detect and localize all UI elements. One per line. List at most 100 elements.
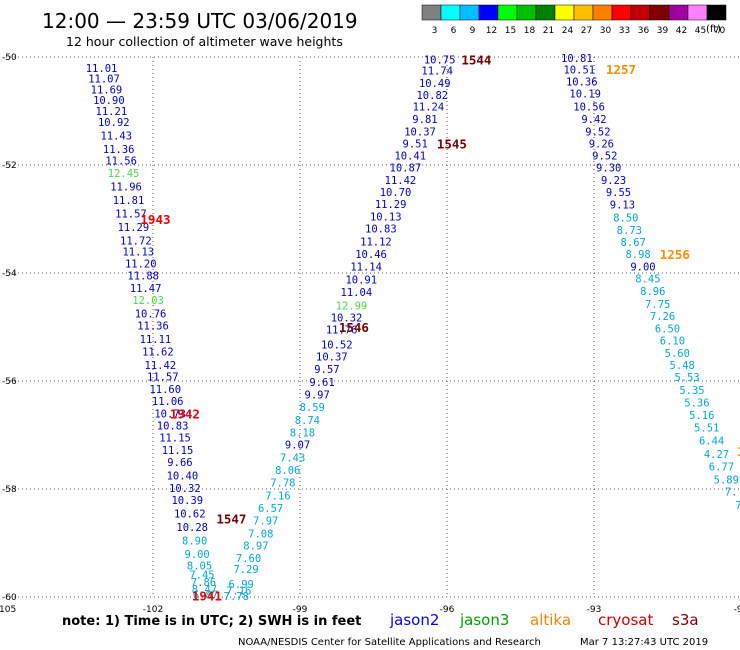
wave-height-value: 10.76 [135, 309, 167, 321]
colorbar-swatch [573, 4, 594, 21]
colorbar-tick-label: 45 [695, 26, 706, 36]
wave-height-value: 5.89 [714, 474, 739, 486]
wave-height-value: 11.29 [118, 222, 150, 234]
wave-height-value: 9.07 [285, 440, 310, 452]
wave-height-value: 8.74 [295, 415, 320, 427]
wave-height-value: 6.77 [709, 461, 734, 473]
wave-height-value: 11.24 [413, 102, 445, 114]
satellite-legend-item: jason3 [459, 611, 509, 629]
wave-height-value: 11.47 [130, 283, 162, 295]
pass-time-label: 1547 [216, 512, 246, 527]
wave-height-value: 9.55 [606, 187, 631, 199]
wave-height-value: 5.53 [674, 372, 699, 384]
wave-height-value: 7.60 [236, 553, 261, 565]
wave-height-value: 10.70 [380, 187, 412, 199]
wave-height-value: 8.98 [625, 249, 650, 261]
wave-height-value: 10.56 [573, 102, 605, 114]
latitude-tick-label: -54 [2, 269, 17, 279]
pass-time-label: 1545 [437, 136, 467, 151]
wave-height-value: 11.11 [140, 334, 172, 346]
wave-height-value: 12.45 [108, 168, 140, 180]
latitude-tick-label: -60 [2, 593, 17, 603]
map-subtitle: 12 hour collection of altimeter wave hei… [66, 34, 343, 49]
wave-height-value: 9.23 [601, 175, 626, 187]
map-gridlines [6, 56, 740, 598]
longitude-tick-label: -90 [734, 605, 740, 615]
longitude-tick-label: -93 [587, 605, 602, 615]
colorbar-swatch [478, 4, 499, 21]
wave-height-value: 7.43 [280, 453, 305, 465]
wave-height-value: 10.75 [424, 55, 456, 67]
wave-height-value: 10.81 [561, 53, 593, 65]
longitude-tick-label: -105 [0, 605, 16, 615]
wave-height-value: 6.10 [660, 336, 685, 348]
wave-height-value: 8.50 [613, 212, 638, 224]
colorbar-swatch [649, 4, 670, 21]
wave-height-value: 9.57 [314, 364, 339, 376]
wave-height-value: 7.29 [233, 564, 258, 576]
wave-height-value: 10.73 [154, 408, 186, 420]
pass-time-label: 125 [737, 444, 740, 459]
wave-height-value: 10.46 [355, 249, 387, 261]
longitude-tick-label: -99 [293, 605, 308, 615]
colorbar-tick-label: 3 [432, 26, 438, 36]
colorbar-tick-label: 30 [600, 26, 612, 36]
latitude-labels: -50 -52 -54 -56 -58 -60 [2, 53, 17, 603]
wave-height-value: 9.00 [184, 549, 209, 561]
wave-height-value: 5.36 [684, 398, 709, 410]
wave-height-value: 9.61 [309, 377, 334, 389]
wave-height-value: 11.88 [127, 271, 159, 283]
pass-time-label: 1546 [339, 320, 369, 335]
wave-height-value: 10.37 [404, 127, 436, 139]
wave-height-value: 12.99 [336, 300, 368, 312]
colorbar-swatch [687, 4, 708, 21]
wave-height-value: 8.05 [187, 561, 212, 573]
colorbar-tick-label: 18 [524, 26, 536, 36]
wave-height-value: 8.59 [300, 402, 325, 414]
wave-height-value: 11.12 [360, 237, 392, 249]
longitude-tick-label: -102 [143, 605, 163, 615]
colorbar-tick-label: 12 [486, 26, 497, 36]
wave-height-value: 7.78 [224, 591, 249, 603]
colorbar-swatch [668, 4, 689, 21]
wave-height-value: 11.01 [86, 63, 118, 75]
colorbar-tick-label: 70 [714, 26, 726, 36]
colorbar-tick-label: 6 [451, 26, 457, 36]
wave-height-value: 10.28 [176, 522, 208, 534]
wave-height-value: 10.83 [157, 420, 189, 432]
wave-height-value: 10.32 [169, 483, 201, 495]
satellite-legend-item: s3a [672, 611, 699, 629]
track-1257: 10.8110.5110.3610.1910.569.429.529.269.5… [561, 53, 740, 512]
colorbar-swatch [421, 4, 442, 21]
wave-height-value: 8.96 [640, 286, 665, 298]
wave-height-value: 8.45 [635, 273, 660, 285]
colorbar-tick-label: 33 [619, 26, 630, 36]
colorbar-tick-label: 15 [505, 26, 516, 36]
colorbar-tick-label: 42 [676, 26, 687, 36]
colorbar-tick-label: 9 [470, 26, 476, 36]
wave-height-value: 10.92 [98, 117, 130, 129]
satellite-legend-item: altika [530, 611, 571, 629]
wave-height-value: 9.26 [589, 138, 614, 150]
wave-height-value: 5.48 [670, 360, 695, 372]
wave-height-value: 10.39 [171, 495, 203, 507]
pass-time-label: 1942 [170, 406, 200, 421]
colorbar-swatch [592, 4, 613, 21]
wave-height-value: 10.62 [174, 508, 206, 520]
wave-height-value: 5.60 [665, 348, 690, 360]
footer-timestamp: Mar 7 13:27:43 UTC 2019 [580, 637, 708, 648]
colorbar-swatch [535, 4, 556, 21]
wave-height-value: 10.36 [566, 76, 598, 88]
wave-height-value: 11.04 [341, 287, 373, 299]
wave-height-value: 11.21 [96, 106, 128, 118]
wave-height-value: 8.18 [290, 427, 315, 439]
wave-height-value: 11.81 [113, 195, 145, 207]
wave-height-value: 10.83 [365, 224, 397, 236]
longitude-labels: -105 -102 -99 -96 -93 -90 [0, 605, 740, 615]
wave-height-value: 10.52 [321, 339, 353, 351]
colorbar-swatch [554, 4, 575, 21]
map-title: 12:00 — 23:59 UTC 03/06/2019 [42, 9, 358, 33]
